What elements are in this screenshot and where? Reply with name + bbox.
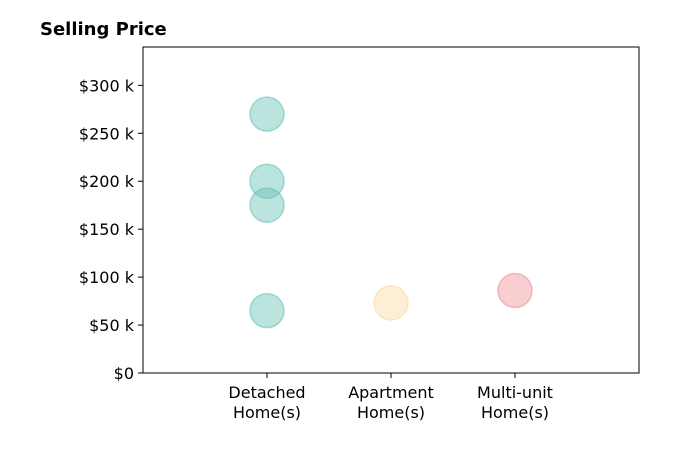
chart-title: Selling Price [40, 19, 167, 40]
x-tick-label-line: Multi-unit [477, 383, 553, 402]
data-point [373, 285, 409, 321]
data-point [249, 292, 285, 329]
y-tick-label: $200 k [79, 172, 135, 191]
x-tick-label: Multi-unit Home(s) [477, 383, 553, 422]
data-points [249, 96, 533, 329]
x-axis: Detached Home(s)Apartment Home(s)Multi-uni… [228, 373, 553, 422]
x-tick-label: Apartment Home(s) [348, 383, 434, 422]
y-tick-label: $150 k [79, 220, 135, 239]
x-tick-label-line: Home(s) [233, 403, 301, 422]
plot-frame [142, 46, 640, 374]
x-tick-label-line: Home(s) [481, 403, 549, 422]
y-tick-label: $300 k [79, 76, 135, 95]
y-axis: $0 $50 k $100 k $150 k $200 k $250 k $300 k [79, 76, 143, 383]
x-tick-label-line: Apartment [348, 383, 434, 402]
data-point [249, 187, 285, 223]
x-tick-label-line: Home(s) [357, 403, 425, 422]
data-point [497, 272, 533, 309]
data-point [249, 96, 285, 132]
x-tick-label: Detached Home(s) [228, 383, 305, 422]
y-tick-label: $50 k [89, 316, 135, 335]
x-tick-label-line: Detached [228, 383, 305, 402]
y-tick-label: $0 [114, 364, 134, 383]
y-tick-label: $250 k [79, 124, 135, 143]
y-tick-label: $100 k [79, 268, 135, 287]
